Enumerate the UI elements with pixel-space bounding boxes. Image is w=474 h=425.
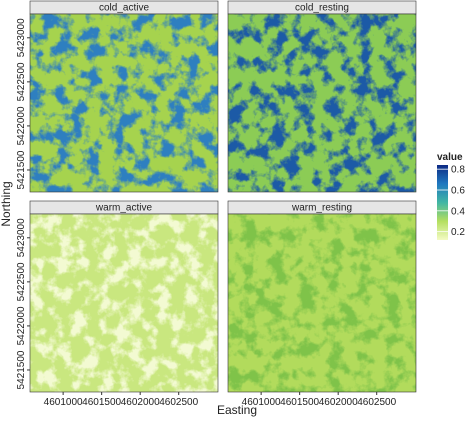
panel-border: [227, 213, 417, 393]
x-tick-label: 4601500: [82, 397, 121, 408]
facet-title: cold_resting: [295, 3, 349, 14]
raster-texture: [30, 214, 218, 392]
x-tick-label: 4602500: [357, 397, 396, 408]
legend-title: value: [437, 152, 463, 163]
raster-texture: [30, 14, 218, 192]
x-tick-label: 4601000: [44, 397, 83, 408]
facet-title: warm_active: [95, 203, 153, 214]
y-tick-label: 5421500: [16, 150, 27, 189]
colorbar: [437, 165, 448, 240]
y-tick-label: 5423000: [16, 18, 27, 57]
raster-texture: [228, 214, 416, 392]
panel-border: [29, 213, 219, 393]
y-axis-label: Northing: [0, 181, 13, 226]
x-tick-label: 4602500: [159, 397, 198, 408]
colorbar-label: 0.8: [451, 165, 465, 176]
colorbar-label: 0.4: [451, 206, 465, 217]
facet-title: cold_active: [99, 3, 149, 14]
y-tick-label: 5422000: [16, 306, 27, 345]
colorbar-label: 0.6: [451, 186, 465, 197]
x-tick-label: 4602000: [319, 397, 358, 408]
panel-border: [227, 13, 417, 193]
y-tick-label: 5423000: [16, 218, 27, 257]
panel-border: [29, 13, 219, 193]
x-tick-label: 4602000: [121, 397, 160, 408]
raster-texture: [228, 14, 416, 192]
x-tick-label: 4601000: [242, 397, 281, 408]
x-axis-label: Easting: [217, 403, 257, 417]
y-tick-label: 5422000: [16, 106, 27, 145]
facet-title: warm_resting: [291, 203, 352, 214]
x-tick-label: 4601500: [280, 397, 319, 408]
y-tick-label: 5421500: [16, 350, 27, 389]
colorbar-label: 0.2: [451, 227, 465, 238]
y-tick-label: 5422500: [16, 262, 27, 301]
y-tick-label: 5422500: [16, 62, 27, 101]
